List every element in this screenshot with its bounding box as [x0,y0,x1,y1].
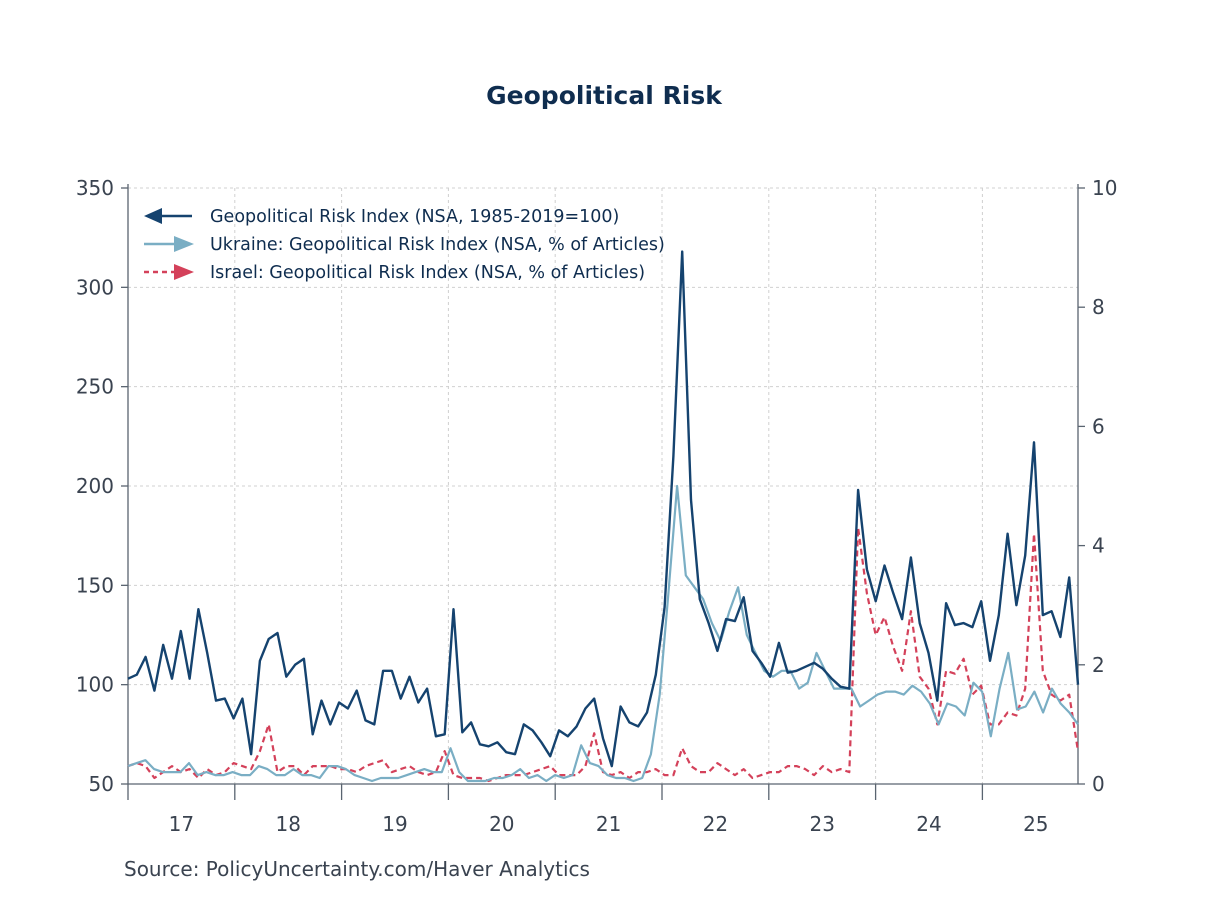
y-left-tick-label: 100 [76,673,114,697]
y-axis-left: 50 100 150 200 250 300 350 [76,176,128,796]
x-tick-label: 18 [275,812,300,836]
x-tick-label: 24 [916,812,941,836]
y-left-tick-label: 350 [76,176,114,200]
x-tick-label: 21 [596,812,621,836]
legend-label-gpr: Geopolitical Risk Index (NSA, 1985-2019=… [210,207,619,227]
legend-item-israel: Israel: Geopolitical Risk Index (NSA, % … [144,263,645,283]
x-tick-label: 25 [1023,812,1048,836]
x-tick-label: 17 [169,812,194,836]
y-left-tick-label: 300 [76,275,114,299]
y-right-tick-label: 10 [1092,176,1117,200]
x-tick-label: 19 [382,812,407,836]
series-line-gpr [127,250,1080,768]
x-axis: 17 18 19 20 21 22 23 24 25 [127,784,1049,836]
y-left-tick-label: 200 [76,474,114,498]
arrow-left-icon [144,208,162,224]
y-left-tick-label: 50 [89,772,114,796]
y-axis-right: 0 2 4 6 8 10 [1078,176,1117,796]
y-left-tick-label: 250 [76,375,114,399]
y-right-tick-label: 0 [1092,772,1105,796]
legend-item-ukraine: Ukraine: Geopolitical Risk Index (NSA, %… [144,235,665,255]
series-group [127,250,1080,783]
x-tick-label: 20 [489,812,514,836]
series-line-israel [127,526,1080,783]
y-right-tick-label: 8 [1092,295,1105,319]
y-right-tick-label: 6 [1092,414,1105,438]
x-tick-label: 22 [703,812,728,836]
y-left-tick-label: 150 [76,573,114,597]
x-tick-label: 23 [809,812,834,836]
source-note: Source: PolicyUncertainty.com/Haver Anal… [124,857,590,881]
legend-label-israel: Israel: Geopolitical Risk Index (NSA, % … [210,263,645,283]
legend-label-ukraine: Ukraine: Geopolitical Risk Index (NSA, %… [210,235,665,255]
grid [128,187,1078,784]
y-right-tick-label: 4 [1092,534,1105,558]
arrow-right-icon [174,264,194,280]
legend-item-gpr: Geopolitical Risk Index (NSA, 1985-2019=… [144,207,619,227]
series-line-ukraine [127,484,1079,783]
y-right-tick-label: 2 [1092,653,1105,677]
arrow-right-icon [174,236,194,252]
legend: Geopolitical Risk Index (NSA, 1985-2019=… [144,207,665,283]
chart-title: Geopolitical Risk [486,81,723,110]
